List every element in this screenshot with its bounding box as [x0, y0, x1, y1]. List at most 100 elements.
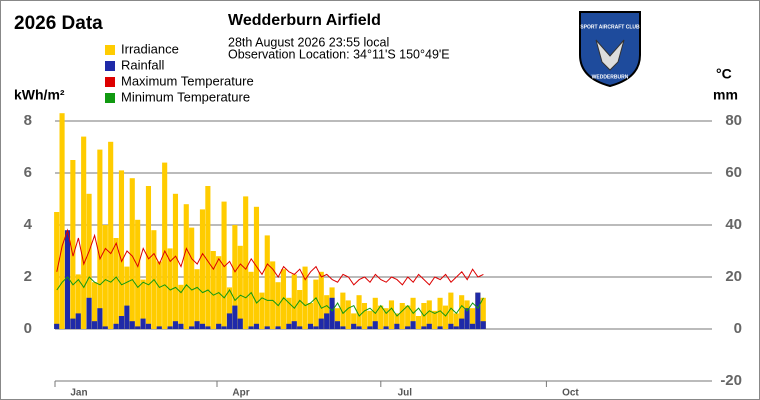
- bar: [178, 284, 184, 329]
- bar: [383, 326, 389, 329]
- bar: [232, 305, 238, 329]
- chart-title: 2026 Data: [14, 13, 103, 34]
- y2-axis-label: °C: [716, 66, 732, 82]
- y-axis-label: kWh/m²: [14, 87, 65, 103]
- bar: [156, 326, 162, 329]
- line: [56, 276, 484, 317]
- bar: [469, 323, 476, 329]
- bar: [421, 326, 427, 329]
- bar: [145, 323, 152, 329]
- bar: [415, 316, 422, 329]
- bar: [410, 321, 416, 329]
- bar: [361, 303, 368, 329]
- bar: [372, 321, 378, 329]
- bar: [102, 326, 108, 329]
- bar: [453, 313, 459, 329]
- x-tick-label: Jul: [398, 388, 413, 399]
- legend-swatch: [105, 61, 115, 71]
- bar: [356, 295, 362, 329]
- y2-tick-label: 0: [734, 320, 742, 337]
- bar: [448, 323, 454, 329]
- bar: [394, 313, 400, 329]
- bar: [232, 225, 238, 329]
- bar: [275, 326, 281, 329]
- bar: [324, 313, 330, 329]
- bar: [129, 178, 135, 329]
- bar: [86, 297, 92, 329]
- timestamp: 28th August 2026 23:55 local: [228, 35, 389, 49]
- bar: [75, 274, 81, 329]
- bar: [464, 308, 470, 329]
- bar: [459, 318, 465, 329]
- bar: [194, 321, 200, 329]
- bar: [426, 300, 432, 329]
- bar: [324, 295, 330, 329]
- bar: [205, 186, 211, 329]
- bar: [237, 318, 243, 329]
- bar: [340, 292, 346, 329]
- bar: [378, 305, 384, 329]
- bar: [167, 248, 173, 329]
- line: [56, 228, 484, 286]
- bar: [307, 323, 314, 329]
- bar: [291, 274, 297, 329]
- bar: [183, 204, 189, 329]
- bar: [124, 266, 130, 329]
- bar: [70, 318, 76, 329]
- bar: [253, 206, 260, 329]
- bar: [118, 316, 125, 329]
- bar: [221, 201, 227, 329]
- legend-label: Irradiance: [121, 41, 179, 56]
- bar: [297, 290, 303, 329]
- bar: [264, 326, 270, 329]
- bar: [129, 321, 135, 329]
- bar: [313, 279, 319, 329]
- legend-swatch: [105, 93, 115, 103]
- bar: [86, 193, 92, 329]
- bar: [437, 297, 443, 329]
- y-tick-label: 4: [24, 216, 33, 233]
- bar: [270, 261, 276, 329]
- bar: [199, 323, 206, 329]
- logo-eagle: [595, 39, 625, 71]
- bar: [194, 269, 200, 329]
- bar: [313, 326, 319, 329]
- location: Observation Location: 34°11'S 150°49'E: [228, 47, 450, 61]
- bar: [351, 323, 357, 329]
- bar: [405, 326, 411, 329]
- y-tick-label: 2: [24, 268, 32, 285]
- bar: [286, 297, 292, 329]
- y-tick-label: 6: [24, 164, 32, 181]
- bar: [91, 321, 98, 329]
- bar: [97, 308, 103, 329]
- bar: [259, 292, 265, 329]
- bar: [189, 326, 195, 329]
- bar: [318, 318, 324, 329]
- legend-label: Minimum Temperature: [121, 89, 250, 104]
- y2-tick-label: 80: [725, 112, 742, 129]
- bar: [167, 326, 173, 329]
- bar: [426, 323, 432, 329]
- bar: [59, 113, 65, 329]
- bar: [388, 300, 395, 329]
- bar: [135, 326, 141, 329]
- bar: [172, 321, 179, 329]
- bar: [334, 321, 341, 329]
- bar: [156, 261, 162, 329]
- x-tick-label: Apr: [232, 388, 249, 399]
- bar: [432, 310, 438, 329]
- bar: [459, 295, 465, 329]
- bar: [124, 305, 130, 329]
- y-tick-label: 8: [24, 112, 32, 129]
- bar: [280, 269, 287, 329]
- bar: [54, 323, 60, 329]
- bar: [399, 303, 405, 329]
- x-tick-label: Jan: [70, 388, 87, 399]
- bar: [248, 271, 254, 329]
- bar: [81, 136, 87, 329]
- bar: [291, 321, 297, 329]
- bar: [243, 196, 249, 329]
- logo-text: WEDDERBURN: [592, 74, 629, 80]
- bar: [480, 297, 486, 329]
- bar: [162, 162, 168, 329]
